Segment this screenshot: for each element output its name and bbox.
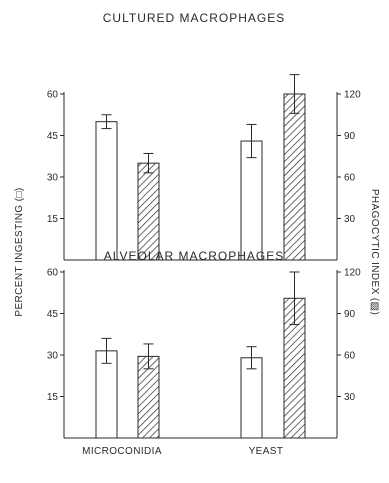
chart-panel-1: CULTURED MACROPHAGES 15 30 45 60 30 60 90 120 (47, 11, 361, 261)
right-tick-label: 60 (344, 351, 356, 362)
right-tick-label: 90 (344, 131, 356, 142)
right-tick-label: 120 (344, 268, 361, 279)
right-tick-label: 120 (344, 90, 361, 101)
category-label-yeast: YEAST (249, 446, 284, 457)
chart-panel-2: ALVEOLAR MACROPHAGES 15 30 45 60 30 60 90 120 MIC… (47, 249, 361, 457)
left-tick-label: 45 (47, 309, 59, 320)
left-axis-label: PERCENT INGESTING (□) (14, 187, 25, 316)
hatched-bar-microconidia (137, 162, 160, 261)
left-tick-label: 15 (47, 214, 59, 225)
category-label-microconidia: MICROCONIDIA (82, 446, 162, 457)
right-axis-label: PHAGOCYTIC INDEX (▨) (369, 189, 380, 315)
left-tick-label: 45 (47, 131, 59, 142)
open-bar-microconidia (95, 121, 118, 261)
open-bar-microconidia (95, 350, 118, 439)
left-tick-label: 15 (47, 392, 59, 403)
open-bar-yeast (240, 357, 263, 439)
left-tick-label: 30 (47, 351, 59, 362)
open-bar-yeast (240, 140, 263, 261)
left-tick-label: 60 (47, 268, 59, 279)
left-tick-label: 60 (47, 90, 59, 101)
hatched-bar-yeast (283, 93, 306, 261)
right-tick-label: 30 (344, 214, 356, 225)
right-tick-label: 60 (344, 173, 356, 184)
chart-title: ALVEOLAR MACROPHAGES (104, 249, 285, 263)
left-tick-label: 30 (47, 173, 59, 184)
right-tick-label: 30 (344, 392, 356, 403)
chart-title: CULTURED MACROPHAGES (103, 11, 285, 25)
right-tick-label: 90 (344, 309, 356, 320)
